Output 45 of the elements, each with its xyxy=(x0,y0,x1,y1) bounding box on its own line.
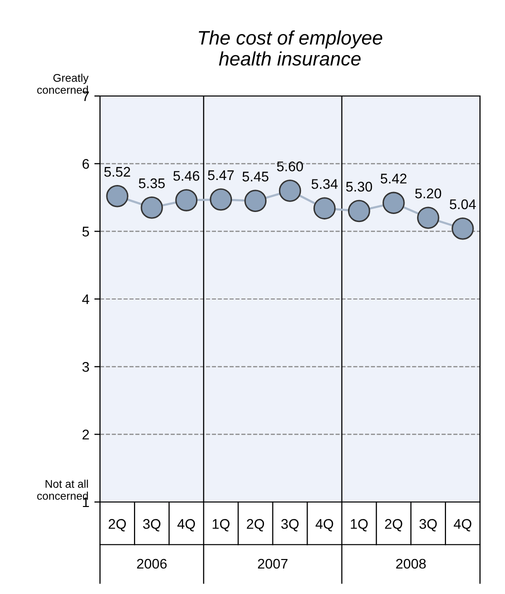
x-tick-label: 2Q xyxy=(246,519,264,532)
x-tick-label: 3Q xyxy=(419,519,437,532)
data-label: 5.45 xyxy=(242,172,268,182)
point xyxy=(244,190,267,212)
chart-title: The cost of employee health insurance xyxy=(198,30,382,66)
y-tick-label: 4 xyxy=(82,294,90,304)
text: Greatly concerned xyxy=(37,74,89,94)
y-tick-label: 5 xyxy=(82,226,89,237)
point xyxy=(417,206,440,229)
y-tick-label: 2 xyxy=(82,430,89,440)
data-label: 5.52 xyxy=(104,166,130,177)
point xyxy=(382,192,405,214)
x-tick-label: 1Q xyxy=(350,519,368,532)
data-label: 5.30 xyxy=(346,182,372,192)
x-tick-label: 1Q xyxy=(212,519,230,532)
x-tick-label: 4Q xyxy=(316,519,334,532)
point xyxy=(452,218,474,240)
text: 2006 xyxy=(137,558,167,569)
x-tick-label: 2Q xyxy=(108,519,126,532)
y-tick-label: 1 xyxy=(82,497,89,508)
data-label: 5.42 xyxy=(380,174,406,184)
point xyxy=(140,196,163,219)
y-tick-label: 6 xyxy=(82,159,89,169)
text: Not at all concerned xyxy=(37,480,88,500)
data-label: 5.35 xyxy=(138,178,165,188)
text: 2008 xyxy=(396,558,426,569)
point xyxy=(348,200,370,222)
data-label: 5.60 xyxy=(277,161,303,172)
point xyxy=(106,185,128,208)
x-tick-label: 2Q xyxy=(385,519,402,532)
point xyxy=(175,189,198,212)
data-label: 5.46 xyxy=(173,170,200,181)
data-label: 5.47 xyxy=(208,170,234,180)
data-label: 5.04 xyxy=(450,199,476,210)
x-tick-label: 4Q xyxy=(454,519,472,532)
y-tick-label: 3 xyxy=(82,362,89,372)
point xyxy=(210,188,232,211)
data-label: 5.34 xyxy=(312,179,338,189)
x-tick-label: 3Q xyxy=(281,519,299,532)
data-label: 5.20 xyxy=(415,188,442,198)
point xyxy=(278,180,302,202)
x-tick-label: 3Q xyxy=(143,519,160,532)
text: 2007 xyxy=(258,558,288,569)
x-tick-label: 4Q xyxy=(177,519,195,532)
point xyxy=(313,197,336,220)
